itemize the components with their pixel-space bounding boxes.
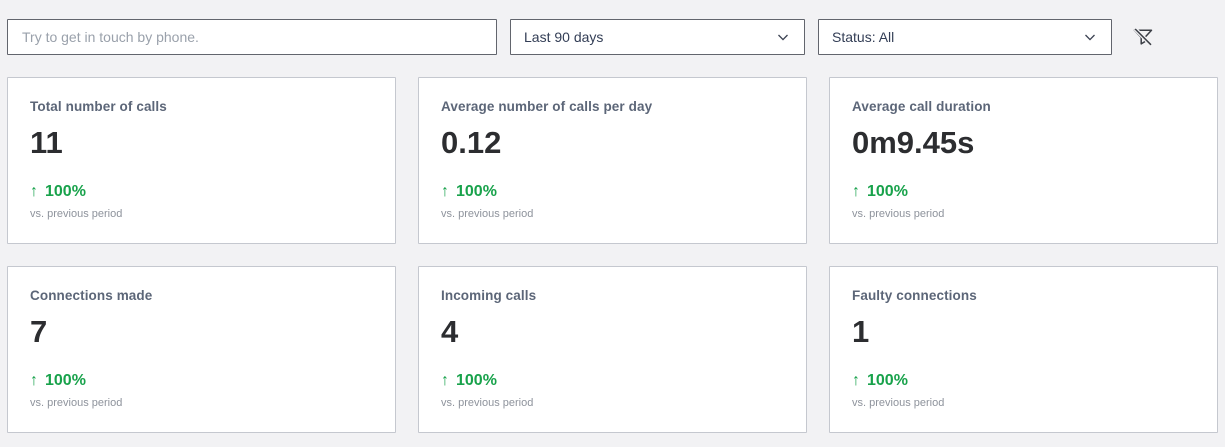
comparison-label: vs. previous period: [441, 396, 534, 409]
up-arrow-icon: ↑: [30, 371, 38, 389]
card-title: Average call duration: [852, 99, 991, 114]
chevron-down-icon: [778, 34, 788, 41]
stat-card-connections-made: Connections made 7 ↑ 100% vs. previous p…: [7, 266, 396, 433]
card-value: 4: [441, 314, 459, 349]
card-delta: ↑ 100%: [852, 183, 1195, 201]
chevron-down-icon: [1085, 34, 1095, 41]
card-delta: ↑ 100%: [441, 372, 784, 390]
up-arrow-icon: ↑: [30, 182, 38, 200]
card-value: 0.12: [441, 125, 502, 160]
up-arrow-icon: ↑: [441, 182, 449, 200]
stat-card-faulty-connections: Faulty connections 1 ↑ 100% vs. previous…: [829, 266, 1218, 433]
filters-toolbar: Last 90 days Status: All: [0, 0, 1225, 55]
stat-card-total-calls: Total number of calls 11 ↑ 100% vs. prev…: [7, 77, 396, 244]
up-arrow-icon: ↑: [852, 182, 860, 200]
delta-value: 100%: [456, 371, 497, 389]
status-dropdown[interactable]: Status: All: [818, 19, 1112, 55]
card-title: Total number of calls: [30, 99, 167, 114]
comparison-label: vs. previous period: [441, 207, 534, 220]
delta-value: 100%: [45, 371, 86, 389]
card-delta: ↑ 100%: [30, 183, 373, 201]
card-title: Average number of calls per day: [441, 99, 653, 114]
card-delta: ↑ 100%: [441, 183, 784, 201]
up-arrow-icon: ↑: [441, 371, 449, 389]
delta-value: 100%: [456, 182, 497, 200]
search-input[interactable]: [7, 19, 497, 55]
card-value: 1: [852, 314, 870, 349]
date-range-value: Last 90 days: [524, 29, 604, 45]
delta-value: 100%: [867, 371, 908, 389]
card-delta: ↑ 100%: [30, 372, 373, 390]
date-range-dropdown[interactable]: Last 90 days: [510, 19, 805, 55]
comparison-label: vs. previous period: [852, 207, 945, 220]
delta-value: 100%: [45, 182, 86, 200]
delta-value: 100%: [867, 182, 908, 200]
card-delta: ↑ 100%: [852, 372, 1195, 390]
comparison-label: vs. previous period: [852, 396, 945, 409]
stats-cards-grid: Total number of calls 11 ↑ 100% vs. prev…: [7, 77, 1218, 433]
status-value: Status: All: [832, 29, 895, 45]
card-value: 0m9.45s: [852, 125, 975, 160]
filter-off-icon: [1133, 27, 1153, 47]
up-arrow-icon: ↑: [852, 371, 860, 389]
card-value: 7: [30, 314, 48, 349]
stat-card-incoming-calls: Incoming calls 4 ↑ 100% vs. previous per…: [418, 266, 807, 433]
comparison-label: vs. previous period: [30, 396, 123, 409]
card-title: Connections made: [30, 288, 153, 303]
card-title: Incoming calls: [441, 288, 537, 303]
comparison-label: vs. previous period: [30, 207, 123, 220]
clear-filters-button[interactable]: [1128, 22, 1158, 52]
card-value: 11: [30, 125, 63, 160]
stat-card-avg-call-duration: Average call duration 0m9.45s ↑ 100% vs.…: [829, 77, 1218, 244]
card-title: Faulty connections: [852, 288, 977, 303]
stat-card-avg-calls-per-day: Average number of calls per day 0.12 ↑ 1…: [418, 77, 807, 244]
